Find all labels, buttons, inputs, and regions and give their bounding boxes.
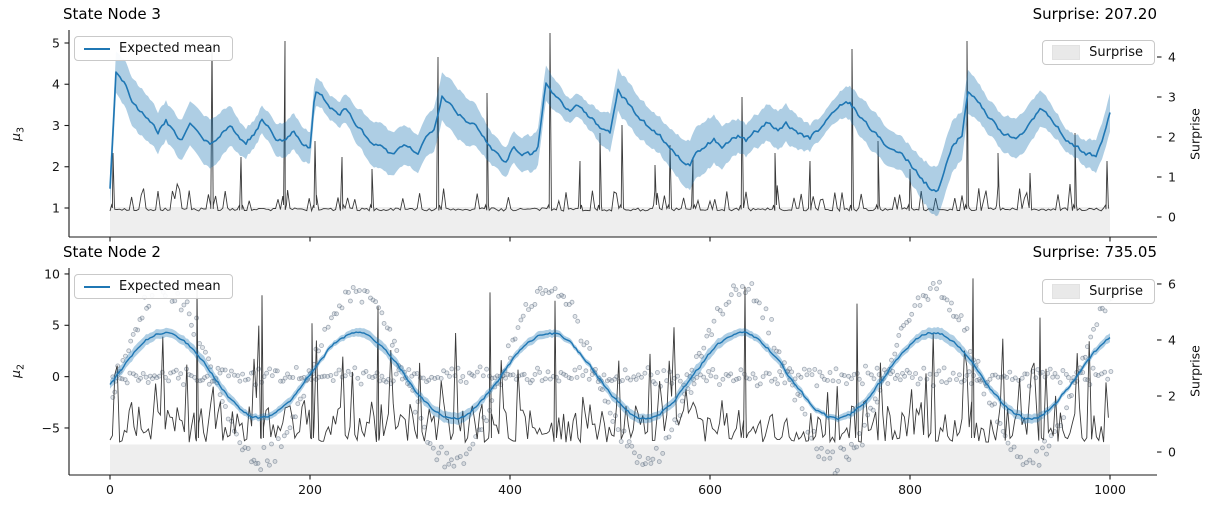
y-tick-label-left: 1 [52, 200, 60, 215]
chart2-legend-surprise: Surprise [1042, 279, 1155, 304]
confidence-band [110, 51, 1110, 217]
y-tick-label-left: 5 [52, 35, 60, 50]
mu-symbol: μ [7, 133, 23, 141]
surprise-line [109, 278, 1109, 444]
y-tick-label-left: 0 [52, 369, 60, 384]
y-tick-label-left: 4 [52, 77, 60, 92]
mu-symbol: μ [7, 370, 23, 378]
chart-1-axes: 5 4 3 2 1 4 3 2 1 0 [52, 30, 1176, 242]
y-tick-label-left: 3 [52, 118, 60, 133]
chart2-title: State Node 2 [63, 243, 161, 261]
chart2-surprise-value: Surprise: 735.05 [1032, 243, 1157, 261]
x-tick-label: 400 [498, 482, 522, 497]
expected-mean-line [109, 71, 1111, 193]
x-tick-label: 200 [298, 482, 322, 497]
mu-subscript: 3 [15, 127, 27, 134]
chart-1-series [109, 32, 1111, 237]
x-tick-label: 0 [106, 482, 114, 497]
legend-label: Expected mean [119, 279, 221, 294]
chart2-ylabel-left: μ2 [8, 364, 27, 378]
chart1-legend-expected-mean: Expected mean [74, 36, 233, 61]
y-tick-label-right: 3 [1168, 89, 1176, 104]
legend-label: Surprise [1089, 284, 1143, 299]
expected-mean-line-swatch [84, 47, 110, 50]
expected-mean-line-swatch [84, 285, 110, 288]
y-tick-label-left: −5 [42, 420, 60, 435]
chart1-ylabel-left: μ3 [8, 127, 27, 141]
x-tick-label: 600 [698, 482, 722, 497]
chart1-title: State Node 3 [63, 5, 161, 23]
surprise-patch-swatch [1052, 45, 1081, 60]
y-tick-label-right: 0 [1168, 444, 1176, 459]
y-tick-label-left: 2 [52, 159, 60, 174]
y-tick-label-right: 2 [1168, 388, 1176, 403]
y-tick-label-left: 5 [52, 318, 60, 333]
surprise-line [109, 32, 1109, 213]
chart-2-series [109, 278, 1114, 475]
y-tick-label-right: 4 [1168, 332, 1176, 347]
y-tick-label-right: 6 [1168, 276, 1176, 291]
chart2-ylabel-right: Surprise [1187, 345, 1203, 397]
x-tick-label: 800 [898, 482, 922, 497]
legend-label: Expected mean [119, 41, 221, 56]
mu-subscript: 2 [15, 364, 27, 371]
x-tick-label: 1000 [1094, 482, 1126, 497]
chart1-ylabel-right: Surprise [1187, 108, 1203, 160]
chart1-surprise-value: Surprise: 207.20 [1032, 5, 1157, 23]
y-tick-label-right: 4 [1168, 49, 1176, 64]
expected-mean-line [109, 331, 1111, 421]
y-tick-label-right: 0 [1168, 209, 1176, 224]
surprise-patch-swatch [1052, 284, 1081, 299]
surprise-fill-area [110, 207, 1110, 237]
chart1-legend-surprise: Surprise [1042, 40, 1155, 65]
chart2-legend-expected-mean: Expected mean [74, 274, 233, 299]
legend-label: Surprise [1089, 45, 1143, 60]
y-tick-label-left: 10 [44, 266, 60, 281]
y-tick-label-right: 1 [1168, 169, 1176, 184]
y-tick-label-right: 2 [1168, 129, 1176, 144]
